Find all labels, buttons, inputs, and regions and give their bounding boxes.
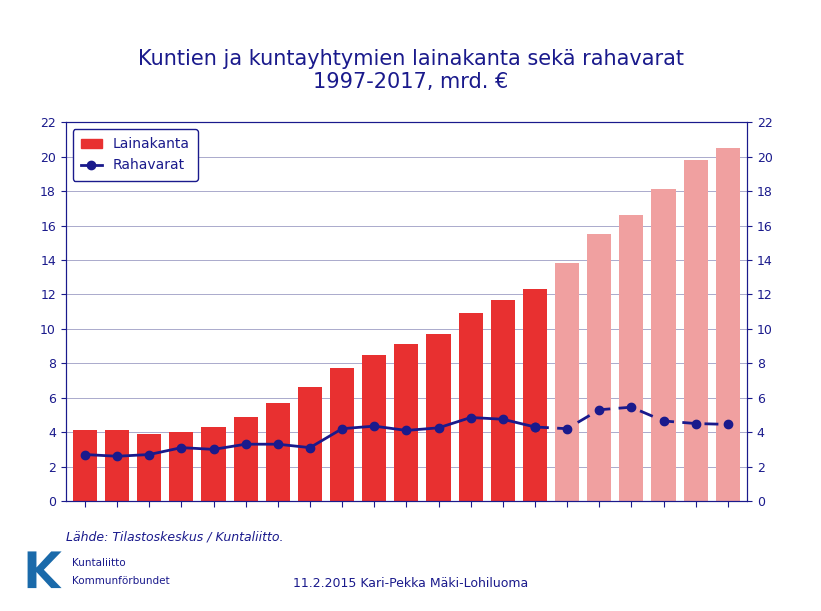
Bar <box>684 160 708 501</box>
Bar <box>459 313 483 501</box>
Bar <box>716 148 740 501</box>
Bar <box>201 427 226 501</box>
Bar <box>73 430 97 501</box>
Bar <box>298 387 322 501</box>
Bar <box>234 417 258 501</box>
Polygon shape <box>28 551 62 588</box>
Bar <box>426 334 451 501</box>
Bar <box>394 345 419 501</box>
Bar <box>266 403 290 501</box>
Text: 11.2.2015 Kari-Pekka Mäki-Lohiluoma: 11.2.2015 Kari-Pekka Mäki-Lohiluoma <box>293 577 528 590</box>
Text: Kuntaliitto: Kuntaliitto <box>72 558 126 568</box>
Bar <box>587 234 612 501</box>
Bar <box>491 299 515 501</box>
Bar <box>105 430 129 501</box>
Bar <box>330 368 354 501</box>
Text: Kuntien ja kuntayhtymien lainakanta sekä rahavarat
1997-2017, mrd. €: Kuntien ja kuntayhtymien lainakanta sekä… <box>137 49 684 92</box>
Bar <box>137 434 161 501</box>
Legend: Lainakanta, Rahavarat: Lainakanta, Rahavarat <box>72 129 198 181</box>
Bar <box>169 432 194 501</box>
Bar <box>652 189 676 501</box>
Text: Kommunförbundet: Kommunförbundet <box>72 576 170 586</box>
Bar <box>555 263 579 501</box>
Bar <box>523 289 547 501</box>
Bar <box>362 354 387 501</box>
Text: Lähde: Tilastoskeskus / Kuntaliitto.: Lähde: Tilastoskeskus / Kuntaliitto. <box>66 531 283 544</box>
Bar <box>619 215 644 501</box>
